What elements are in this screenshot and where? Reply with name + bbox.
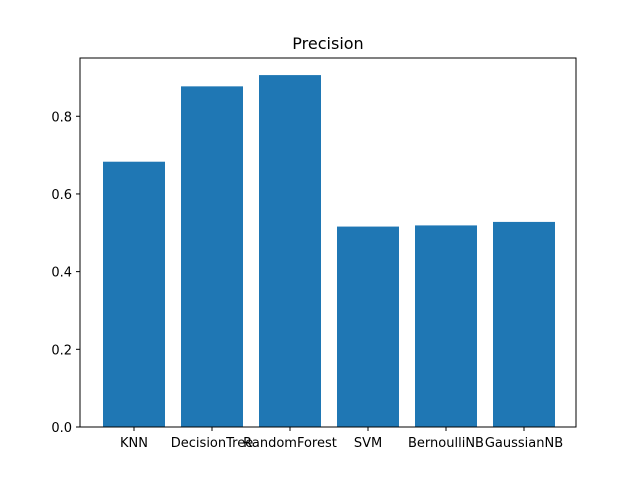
- bar-randomforest: [259, 75, 321, 428]
- y-tick-label: 0.2: [51, 343, 72, 358]
- bar-decisiontree: [181, 86, 243, 427]
- y-tick-label: 0.4: [51, 266, 72, 281]
- x-tick-label: GaussianNB: [485, 436, 563, 451]
- y-tick-label: 0.6: [51, 188, 72, 203]
- y-tick-label: 0.8: [51, 110, 72, 125]
- x-tick-label: BernoulliNB: [408, 436, 484, 451]
- x-tick-label: KNN: [120, 436, 148, 451]
- bar-svm: [337, 226, 399, 427]
- bars-group: [103, 75, 555, 428]
- plot-frame: [79, 57, 577, 428]
- y-tick-label: 0.0: [51, 421, 72, 436]
- bar-gaussiannb: [493, 221, 555, 427]
- chart-title: Precision: [292, 34, 363, 53]
- bar-bernoullinb: [415, 225, 477, 427]
- bar-knn: [103, 161, 165, 427]
- x-tick-label: DecisionTree: [171, 436, 253, 451]
- x-tick-label: SVM: [354, 436, 382, 451]
- x-tick-label: RandomForest: [243, 436, 337, 451]
- y-axis-ticks: 0.0 0.2 0.4 0.6 0.8: [51, 110, 80, 436]
